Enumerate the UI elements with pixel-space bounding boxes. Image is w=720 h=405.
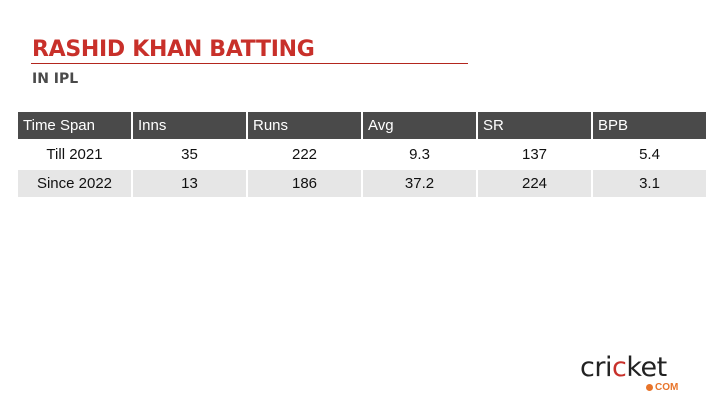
table-cell: Since 2022 — [18, 170, 131, 197]
column-header: SR — [478, 112, 591, 139]
column-header: Inns — [133, 112, 246, 139]
logo-suffix: COM — [646, 382, 678, 393]
page-title: RASHID KHAN BATTING — [32, 37, 315, 62]
page-subtitle: IN IPL — [32, 71, 79, 87]
table-cell: 3.1 — [593, 170, 706, 197]
cricket-com-logo: cricket COM — [580, 354, 700, 394]
column-header: BPB — [593, 112, 706, 139]
table-cell: 222 — [291, 146, 318, 163]
stats-table: Time Span Inns Runs Avg SR BPB Till 2021… — [16, 110, 708, 199]
table-cell: 224 — [478, 170, 591, 197]
table-cell: 137 — [521, 146, 548, 163]
table-cell: Till 2021 — [46, 146, 103, 163]
table-header-row: Time Span Inns Runs Avg SR BPB — [18, 112, 706, 139]
column-header: Time Span — [18, 112, 131, 139]
column-header: Runs — [248, 112, 361, 139]
table-cell: 13 — [133, 170, 246, 197]
column-header: Avg — [363, 112, 476, 139]
table-cell: 35 — [181, 146, 198, 163]
title-underline — [31, 63, 468, 64]
table-cell: 37.2 — [363, 170, 476, 197]
logo-wordmark: cricket — [580, 352, 667, 383]
table-row: Till 2021 35 222 9.3 137 5.4 — [18, 141, 706, 168]
table-row: Since 2022 13 186 37.2 224 3.1 — [18, 170, 706, 197]
table-cell: 186 — [248, 170, 361, 197]
dot-icon — [646, 383, 653, 391]
table-cell: 9.3 — [409, 146, 430, 163]
table-cell: 5.4 — [639, 146, 660, 163]
